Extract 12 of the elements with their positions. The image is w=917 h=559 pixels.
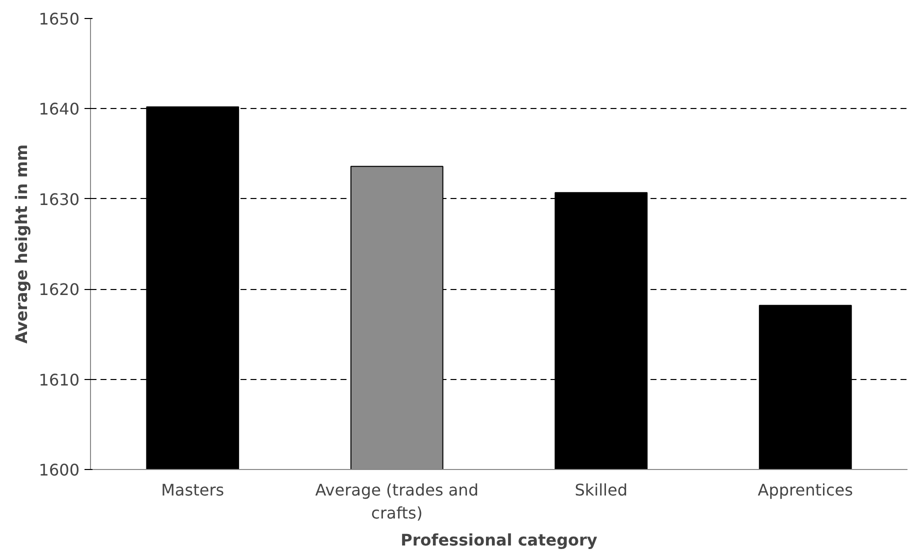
y-axis-title: Average height in mm bbox=[12, 144, 31, 344]
y-tick-label: 1610 bbox=[38, 370, 80, 390]
x-tick-label: Skilled bbox=[574, 480, 628, 500]
x-tick-label: Apprentices bbox=[758, 480, 853, 500]
x-axis-title: Professional category bbox=[400, 530, 598, 550]
x-tick-label: Average (trades and crafts) bbox=[315, 480, 478, 522]
x-tick-label: Masters bbox=[161, 480, 224, 500]
y-tick-label: 1650 bbox=[38, 10, 80, 28]
y-tick-label: 1620 bbox=[38, 280, 80, 300]
y-tick-label: 1640 bbox=[38, 100, 80, 119]
y-tick-label: 1600 bbox=[38, 460, 80, 480]
y-tick-label: 1630 bbox=[38, 190, 80, 209]
